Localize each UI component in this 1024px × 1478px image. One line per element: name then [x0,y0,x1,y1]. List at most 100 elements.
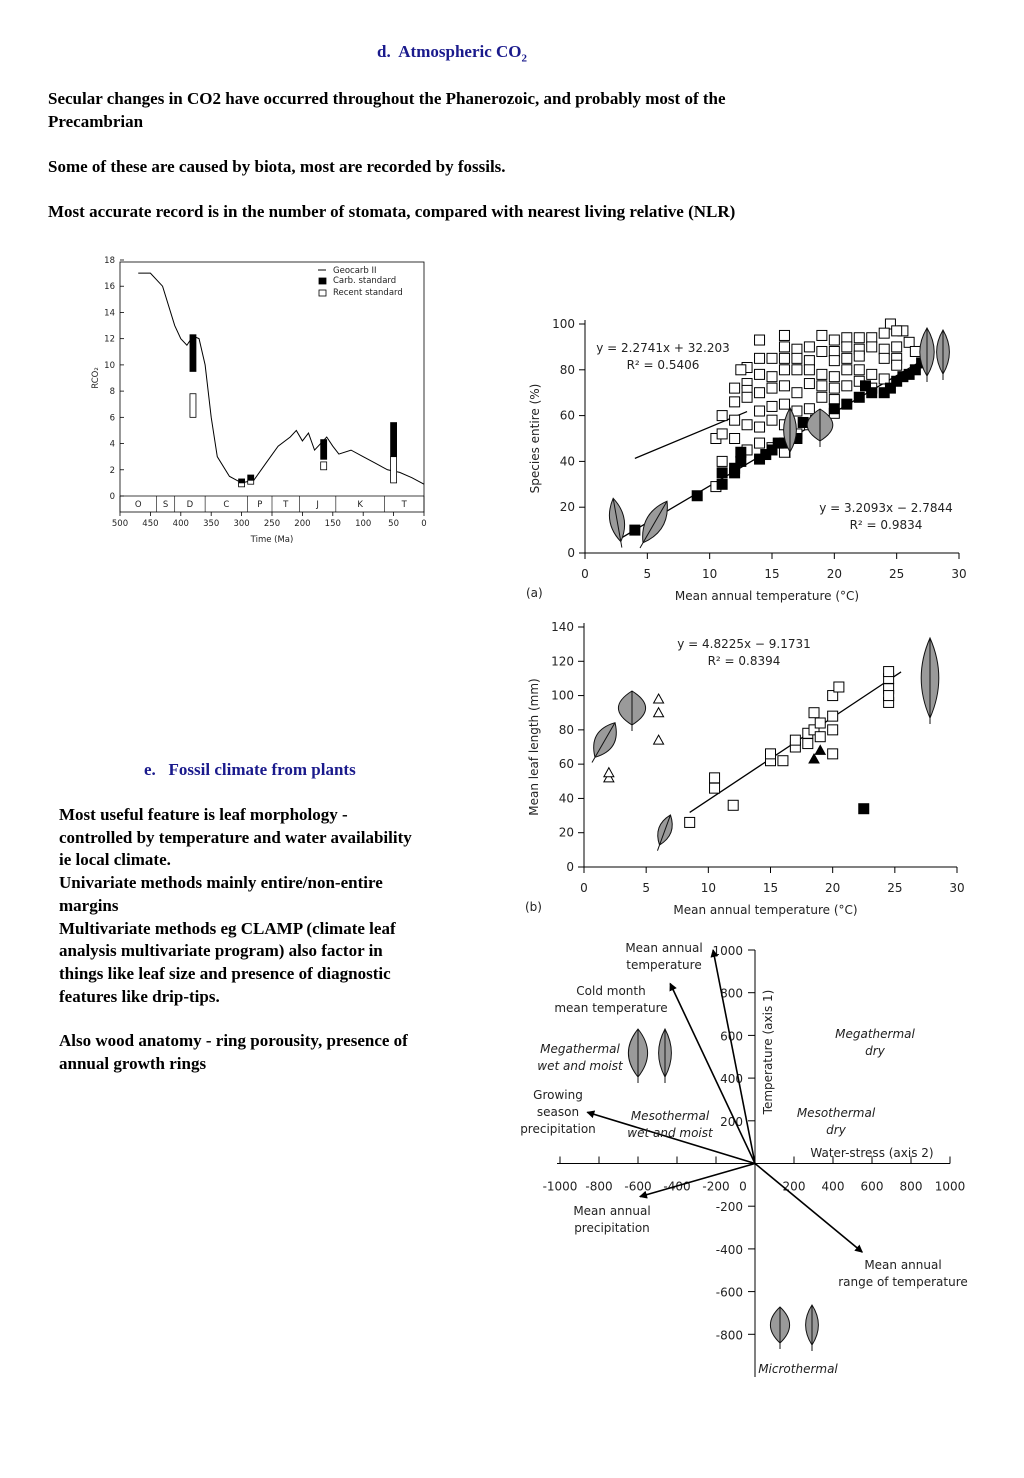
period-label: S [163,500,168,510]
paragraph: Some of these are caused by biota, most … [48,155,735,178]
y-axis-label: Species entire (%) [528,384,542,494]
leaf-icon [920,636,940,724]
frame [119,261,425,513]
point [841,364,853,376]
y-tick-label: 2 [110,466,115,476]
x-tick-label: 350 [203,519,219,529]
x-tick-label: 20 [825,881,840,895]
text-line: ie local climate. [59,850,171,870]
y-axis-label: Temperature (axis 1) [761,990,775,1116]
point [729,382,741,394]
point [878,352,890,364]
x-tick-label: 50 [388,519,399,529]
vector-label: Mean annual [625,941,702,955]
vector-label: Mean annual [573,1204,650,1218]
text-line: things like leaf size and presence of di… [59,963,391,983]
x-tick-label: 30 [949,881,964,895]
vector-arrow [754,1162,864,1253]
point [652,706,665,718]
x-tick-label: 450 [142,519,158,529]
vector-label: Growing [533,1088,583,1102]
leaf-icon [657,814,673,851]
region-label: Megathermal [835,1027,915,1041]
range-bar [320,439,328,460]
y-tick-label: -400 [716,1243,743,1257]
x-tick-label: 400 [173,519,189,529]
leaf-icon [783,407,797,458]
fit-line [634,410,748,460]
point [729,433,741,444]
y-tick-label: 0 [566,860,574,874]
y-tick-label: 4 [110,440,115,450]
point [866,387,878,399]
point [691,490,703,502]
legend-swatch [318,277,327,285]
point [766,382,778,394]
x-tick-label: 300 [233,519,249,529]
point [803,364,815,376]
x-tick-label: 500 [112,519,128,529]
heading-subscript: 2 [521,52,528,65]
point [797,416,809,428]
point [814,717,826,729]
heading-title: Fossil climate from plants [168,760,356,779]
point [766,444,778,456]
point [803,341,815,353]
point [816,329,828,341]
x-tick-label: 10 [702,567,717,581]
vector-label: season [537,1105,579,1119]
fit-equation: y = 2.2741x + 32.203 [596,341,730,355]
text-line: Precambrian [48,112,144,131]
text-line: Multivariate methods eg CLAMP (climate l… [59,918,396,938]
point [729,396,741,408]
text-line: Secular changes in CO2 have occurred thr… [48,89,726,108]
point [754,352,766,364]
line-series [138,272,425,485]
x-tick-label: 30 [951,567,966,581]
point [603,766,615,778]
y-tick-label: 40 [560,454,575,468]
point [833,681,845,693]
y-tick-label: 60 [559,757,574,771]
x-tick-label: 25 [887,881,902,895]
region-label: wet and moist [537,1059,624,1073]
point [909,364,921,376]
x-tick-label: 150 [325,519,341,529]
period-label: P [257,500,262,510]
paragraph: Most accurate record is in the number of… [48,200,735,223]
point [828,371,840,383]
fit-r2: R² = 0.8394 [708,654,781,668]
vector-label: mean temperature [554,1001,667,1015]
point [814,744,827,755]
range-bar [238,478,246,484]
point [853,332,865,344]
y-tick-label: 100 [551,689,574,703]
point [791,387,803,399]
x-tick-label: 0 [580,881,588,895]
point [754,368,766,380]
text-line: Univariate methods mainly entire/non-ent… [59,873,383,893]
x-axis-label: Water-stress (axis 2) [810,1146,933,1160]
vector-label: temperature [626,958,701,972]
region-label: dry [826,1123,847,1137]
region-label: Mesothermal [797,1106,876,1120]
y-tick-label: 0 [567,546,575,560]
y-tick-label: 60 [560,409,575,423]
legend-label: Geocarb II [333,266,377,276]
point [828,345,840,357]
point [766,371,778,383]
point [803,378,815,390]
vector-label: range of temperature [838,1275,968,1289]
x-axis-label: Mean annual temperature (°C) [675,589,859,603]
leaf-icon [658,1027,672,1083]
point [816,391,828,403]
point [778,341,790,353]
x-tick-label: -800 [585,1180,612,1194]
section-e-heading: e. Fossil climate from plants [144,758,356,781]
period-label: K [357,500,363,510]
point [866,341,878,353]
leaf-icon [627,1028,649,1083]
period-label: C [223,500,229,510]
point [729,414,741,426]
leaf-icon [639,500,668,549]
